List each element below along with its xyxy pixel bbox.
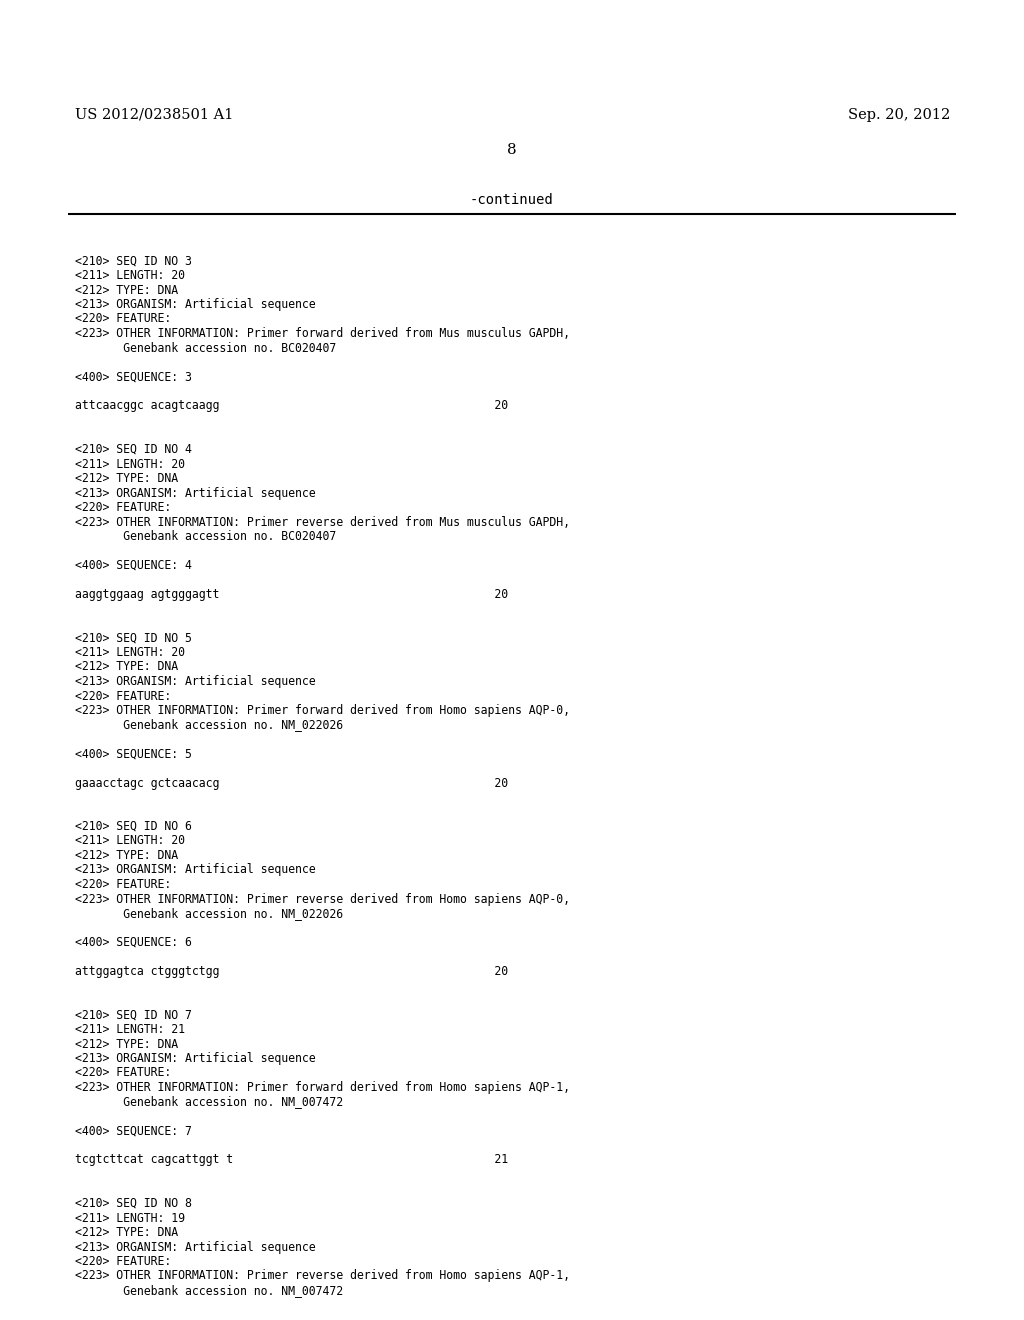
Text: <211> LENGTH: 21: <211> LENGTH: 21	[75, 1023, 185, 1036]
Text: Genebank accession no. NM_007472: Genebank accession no. NM_007472	[75, 1284, 343, 1298]
Text: <210> SEQ ID NO 7: <210> SEQ ID NO 7	[75, 1008, 191, 1022]
Text: aaggtggaag agtgggagtt                                        20: aaggtggaag agtgggagtt 20	[75, 587, 508, 601]
Text: Genebank accession no. NM_022026: Genebank accession no. NM_022026	[75, 907, 343, 920]
Text: <223> OTHER INFORMATION: Primer forward derived from Homo sapiens AQP-1,: <223> OTHER INFORMATION: Primer forward …	[75, 1081, 570, 1094]
Text: <212> TYPE: DNA: <212> TYPE: DNA	[75, 1226, 178, 1239]
Text: <400> SEQUENCE: 7: <400> SEQUENCE: 7	[75, 1125, 191, 1138]
Text: <210> SEQ ID NO 4: <210> SEQ ID NO 4	[75, 444, 191, 455]
Text: Genebank accession no. BC020407: Genebank accession no. BC020407	[75, 531, 336, 543]
Text: <220> FEATURE:: <220> FEATURE:	[75, 502, 171, 513]
Text: <213> ORGANISM: Artificial sequence: <213> ORGANISM: Artificial sequence	[75, 487, 315, 499]
Text: <210> SEQ ID NO 3: <210> SEQ ID NO 3	[75, 255, 191, 268]
Text: attcaacggc acagtcaagg                                        20: attcaacggc acagtcaagg 20	[75, 400, 508, 412]
Text: <400> SEQUENCE: 5: <400> SEQUENCE: 5	[75, 747, 191, 760]
Text: Sep. 20, 2012: Sep. 20, 2012	[848, 108, 950, 121]
Text: <220> FEATURE:: <220> FEATURE:	[75, 689, 171, 702]
Text: <212> TYPE: DNA: <212> TYPE: DNA	[75, 660, 178, 673]
Text: <223> OTHER INFORMATION: Primer reverse derived from Homo sapiens AQP-1,: <223> OTHER INFORMATION: Primer reverse …	[75, 1270, 570, 1283]
Text: <400> SEQUENCE: 6: <400> SEQUENCE: 6	[75, 936, 191, 949]
Text: <220> FEATURE:: <220> FEATURE:	[75, 1255, 171, 1269]
Text: <220> FEATURE:: <220> FEATURE:	[75, 1067, 171, 1080]
Text: <220> FEATURE:: <220> FEATURE:	[75, 878, 171, 891]
Text: <213> ORGANISM: Artificial sequence: <213> ORGANISM: Artificial sequence	[75, 1241, 315, 1254]
Text: <400> SEQUENCE: 4: <400> SEQUENCE: 4	[75, 558, 191, 572]
Text: <211> LENGTH: 20: <211> LENGTH: 20	[75, 269, 185, 282]
Text: <211> LENGTH: 20: <211> LENGTH: 20	[75, 458, 185, 470]
Text: tcgtcttcat cagcattggt t                                      21: tcgtcttcat cagcattggt t 21	[75, 1154, 508, 1167]
Text: <223> OTHER INFORMATION: Primer reverse derived from Homo sapiens AQP-0,: <223> OTHER INFORMATION: Primer reverse …	[75, 892, 570, 906]
Text: <213> ORGANISM: Artificial sequence: <213> ORGANISM: Artificial sequence	[75, 1052, 315, 1065]
Text: <211> LENGTH: 19: <211> LENGTH: 19	[75, 1212, 185, 1225]
Text: 8: 8	[507, 143, 517, 157]
Text: <212> TYPE: DNA: <212> TYPE: DNA	[75, 1038, 178, 1051]
Text: Genebank accession no. BC020407: Genebank accession no. BC020407	[75, 342, 336, 355]
Text: <211> LENGTH: 20: <211> LENGTH: 20	[75, 645, 185, 659]
Text: Genebank accession no. NM_007472: Genebank accession no. NM_007472	[75, 1096, 343, 1109]
Text: <210> SEQ ID NO 5: <210> SEQ ID NO 5	[75, 631, 191, 644]
Text: <213> ORGANISM: Artificial sequence: <213> ORGANISM: Artificial sequence	[75, 863, 315, 876]
Text: <223> OTHER INFORMATION: Primer forward derived from Mus musculus GAPDH,: <223> OTHER INFORMATION: Primer forward …	[75, 327, 570, 341]
Text: <211> LENGTH: 20: <211> LENGTH: 20	[75, 834, 185, 847]
Text: <213> ORGANISM: Artificial sequence: <213> ORGANISM: Artificial sequence	[75, 675, 315, 688]
Text: <212> TYPE: DNA: <212> TYPE: DNA	[75, 849, 178, 862]
Text: US 2012/0238501 A1: US 2012/0238501 A1	[75, 108, 233, 121]
Text: gaaacctagc gctcaacacg                                        20: gaaacctagc gctcaacacg 20	[75, 776, 508, 789]
Text: <223> OTHER INFORMATION: Primer reverse derived from Mus musculus GAPDH,: <223> OTHER INFORMATION: Primer reverse …	[75, 516, 570, 528]
Text: <210> SEQ ID NO 8: <210> SEQ ID NO 8	[75, 1197, 191, 1210]
Text: <212> TYPE: DNA: <212> TYPE: DNA	[75, 473, 178, 484]
Text: <223> OTHER INFORMATION: Primer forward derived from Homo sapiens AQP-0,: <223> OTHER INFORMATION: Primer forward …	[75, 704, 570, 717]
Text: Genebank accession no. NM_022026: Genebank accession no. NM_022026	[75, 718, 343, 731]
Text: <220> FEATURE:: <220> FEATURE:	[75, 313, 171, 326]
Text: attggagtca ctgggtctgg                                        20: attggagtca ctgggtctgg 20	[75, 965, 508, 978]
Text: <210> SEQ ID NO 6: <210> SEQ ID NO 6	[75, 820, 191, 833]
Text: <212> TYPE: DNA: <212> TYPE: DNA	[75, 284, 178, 297]
Text: <213> ORGANISM: Artificial sequence: <213> ORGANISM: Artificial sequence	[75, 298, 315, 312]
Text: -continued: -continued	[470, 193, 554, 207]
Text: <400> SEQUENCE: 3: <400> SEQUENCE: 3	[75, 371, 191, 384]
